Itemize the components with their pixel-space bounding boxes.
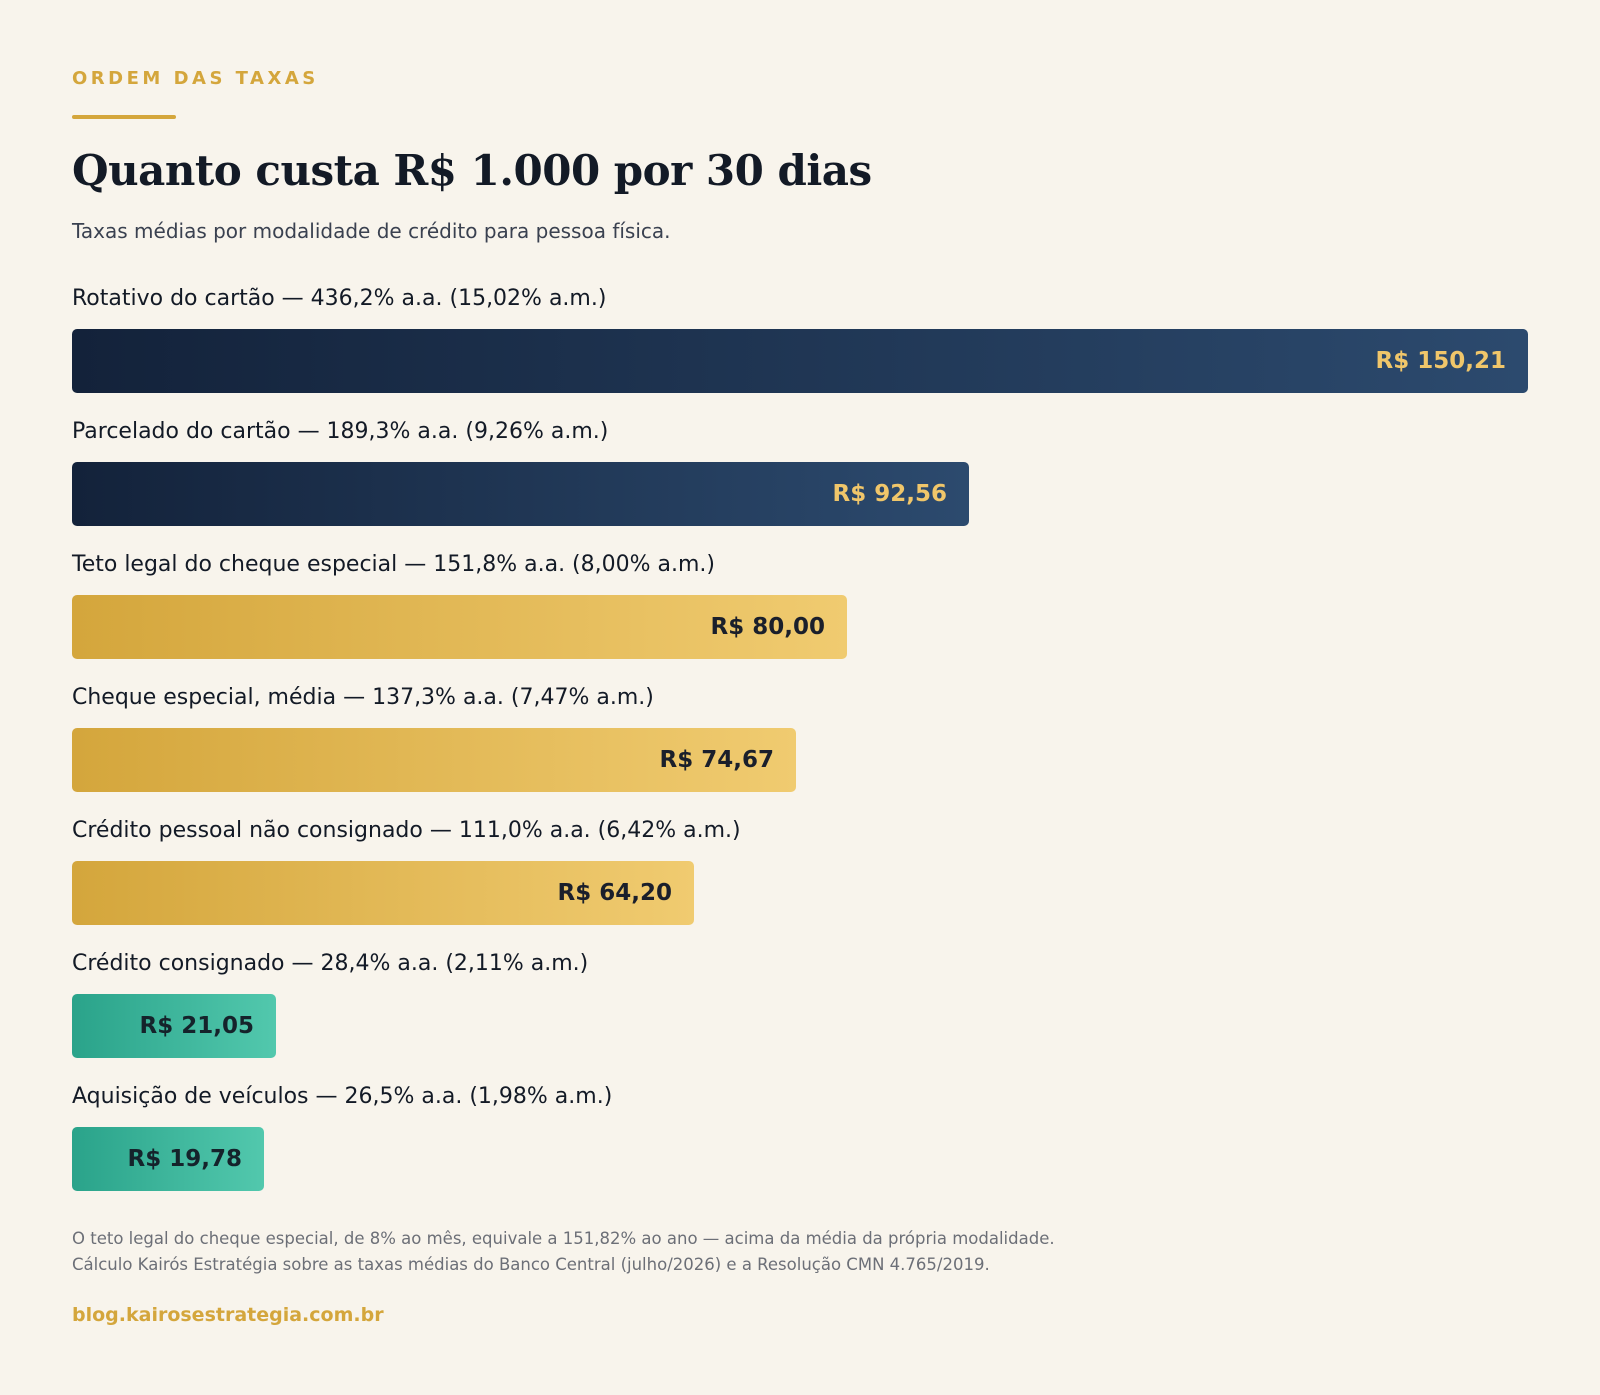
bar-label: Teto legal do cheque especial — 151,8% a… — [72, 552, 715, 577]
chart-subtitle: Taxas médias por modalidade de crédito p… — [72, 219, 671, 243]
bar-row: Aquisição de veículos — 26,5% a.a. (1,98… — [72, 1084, 1528, 1217]
bar: R$ 64,20 — [72, 861, 694, 925]
bar-label: Crédito consignado — 28,4% a.a. (2,11% a… — [72, 951, 589, 976]
bar: R$ 92,56 — [72, 462, 969, 526]
bar: R$ 74,67 — [72, 728, 796, 792]
bar-row: Teto legal do cheque especial — 151,8% a… — [72, 552, 1528, 685]
bar-label: Aquisição de veículos — 26,5% a.a. (1,98… — [72, 1084, 613, 1109]
bar-value-label: R$ 64,20 — [557, 880, 672, 906]
bar-label: Crédito pessoal não consignado — 111,0% … — [72, 818, 741, 843]
bar-row: Cheque especial, média — 137,3% a.a. (7,… — [72, 685, 1528, 818]
bar-track: R$ 92,56 — [72, 462, 1528, 526]
bar-value-label: R$ 19,78 — [127, 1146, 242, 1172]
bar: R$ 80,00 — [72, 595, 847, 659]
bar-label: Cheque especial, média — 137,3% a.a. (7,… — [72, 685, 654, 710]
bar-value-label: R$ 21,05 — [139, 1013, 254, 1039]
eyebrow-label: ORDEM DAS TAXAS — [72, 68, 319, 89]
bar-track: R$ 74,67 — [72, 728, 1528, 792]
bar-track: R$ 64,20 — [72, 861, 1528, 925]
bar-row: Crédito consignado — 28,4% a.a. (2,11% a… — [72, 951, 1528, 1084]
footnote-line-2: Cálculo Kairós Estratégia sobre as taxas… — [72, 1255, 990, 1274]
bar-value-label: R$ 80,00 — [710, 614, 825, 640]
bar-value-label: R$ 74,67 — [659, 747, 774, 773]
bar-value-label: R$ 92,56 — [832, 481, 947, 507]
chart-title: Quanto custa R$ 1.000 por 30 dias — [72, 146, 872, 195]
footnote: O teto legal do cheque especial, de 8% a… — [72, 1226, 1055, 1278]
bar-track: R$ 19,78 — [72, 1127, 1528, 1191]
bar-label: Parcelado do cartão — 189,3% a.a. (9,26%… — [72, 419, 609, 444]
bar: R$ 150,21 — [72, 329, 1528, 393]
bar-track: R$ 150,21 — [72, 329, 1528, 393]
bar-track: R$ 80,00 — [72, 595, 1528, 659]
eyebrow-rule — [72, 115, 176, 119]
bar: R$ 21,05 — [72, 994, 276, 1058]
bar: R$ 19,78 — [72, 1127, 264, 1191]
bar-row: Rotativo do cartão — 436,2% a.a. (15,02%… — [72, 286, 1528, 419]
bar-track: R$ 21,05 — [72, 994, 1528, 1058]
bar-chart: Rotativo do cartão — 436,2% a.a. (15,02%… — [72, 286, 1528, 1217]
bar-row: Crédito pessoal não consignado — 111,0% … — [72, 818, 1528, 951]
site-link[interactable]: blog.kairosestrategia.com.br — [72, 1304, 384, 1326]
bar-label: Rotativo do cartão — 436,2% a.a. (15,02%… — [72, 286, 607, 311]
bar-row: Parcelado do cartão — 189,3% a.a. (9,26%… — [72, 419, 1528, 552]
bar-value-label: R$ 150,21 — [1375, 348, 1506, 374]
footnote-line-1: O teto legal do cheque especial, de 8% a… — [72, 1229, 1055, 1248]
